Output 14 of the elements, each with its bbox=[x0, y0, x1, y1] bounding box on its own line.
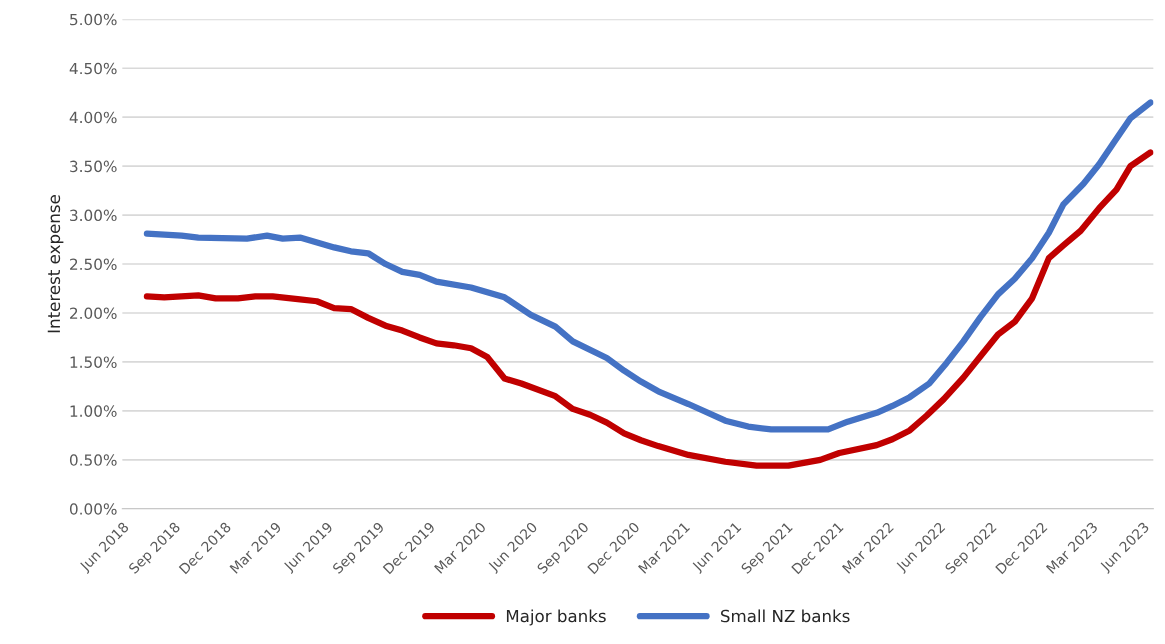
y-tick-label: 4.00% bbox=[69, 111, 117, 124]
y-tick-label: 0.50% bbox=[69, 454, 117, 466]
legend-label: Major banks bbox=[506, 609, 606, 626]
y-tick-label: 4.50% bbox=[69, 62, 117, 75]
legend-label: Small NZ banks bbox=[721, 609, 850, 623]
y-tick-label: 2.50% bbox=[70, 258, 117, 271]
y-tick-label: 3.00% bbox=[70, 209, 117, 222]
y-tick-label: 1.50% bbox=[70, 356, 117, 368]
y-tick-label: 1.00% bbox=[70, 405, 117, 417]
y-tick-label: 3.50% bbox=[70, 160, 117, 173]
y-tick-label: 5.00% bbox=[70, 13, 117, 26]
y-tick-label: 2.00% bbox=[70, 307, 117, 320]
y-axis-title: Interest expense bbox=[47, 195, 64, 333]
y-tick-label: 0.00% bbox=[69, 503, 117, 515]
